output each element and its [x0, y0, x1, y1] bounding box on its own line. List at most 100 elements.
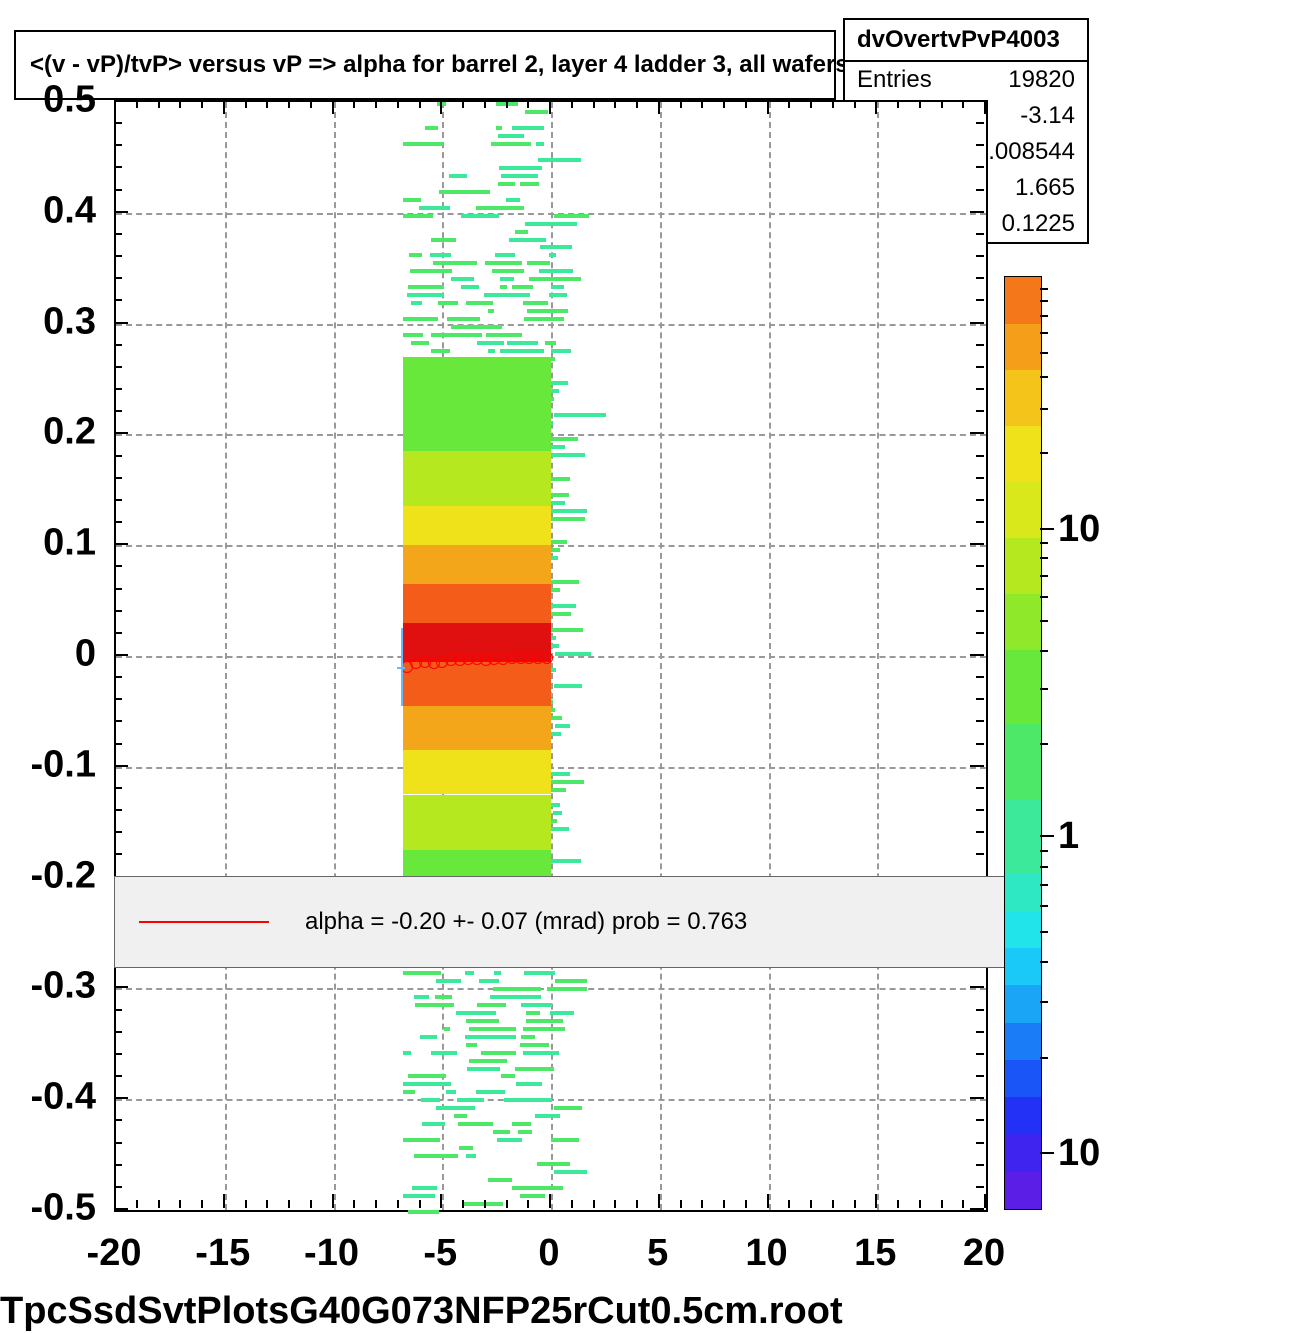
heatmap-noise-span [421, 1098, 440, 1102]
heatmap-band [403, 545, 551, 584]
stats-value: -3.14 [1020, 102, 1075, 130]
profile-marker [541, 652, 553, 664]
heatmap-noise-span [493, 987, 541, 991]
y-minor-tick [114, 1075, 122, 1077]
heatmap-noise-span [554, 413, 606, 417]
x-minor-tick [854, 1200, 856, 1208]
x-minor-tick [266, 100, 268, 108]
heatmap-noise-span [431, 238, 456, 242]
y-minor-tick [976, 388, 984, 390]
heatmap-noise-span [516, 1082, 542, 1086]
heatmap-noise-span [444, 1027, 450, 1031]
heatmap-band [403, 451, 551, 506]
heatmap-noise-span [527, 261, 550, 265]
y-tick-label: -0.1 [0, 743, 96, 786]
heatmap-noise-span [477, 1003, 506, 1007]
heatmap-noise-span [465, 1035, 516, 1039]
x-minor-tick [484, 1200, 486, 1208]
legend-text: alpha = -0.20 +- 0.07 (mrad) prob = 0.76… [305, 908, 747, 936]
colorbar-segment [1005, 1134, 1041, 1171]
y-minor-tick [976, 166, 984, 168]
colorbar-minor-tick [1040, 1057, 1048, 1059]
x-minor-tick [701, 100, 703, 108]
heatmap-noise-span [536, 142, 544, 146]
colorbar-minor-tick [1040, 743, 1048, 745]
legend-line [139, 921, 269, 923]
y-minor-tick [976, 277, 984, 279]
error-bar-h [397, 667, 406, 669]
y-minor-tick [976, 1031, 984, 1033]
y-minor-tick [976, 366, 984, 368]
heatmap-noise-span [459, 1146, 473, 1150]
heatmap-noise-span [523, 1027, 564, 1031]
x-minor-tick [201, 100, 203, 108]
heatmap-noise-span [554, 1106, 582, 1110]
y-minor-tick [114, 189, 122, 191]
y-tick-label: -0.4 [0, 1076, 96, 1119]
heatmap-noise-span [433, 261, 477, 265]
colorbar-minor-tick [1040, 300, 1048, 302]
heatmap-noise-span [435, 995, 452, 999]
heatmap-noise-span [520, 1194, 545, 1198]
heatmap-noise-span [520, 182, 538, 186]
y-major-tick [114, 986, 128, 988]
heatmap-noise-span [551, 628, 582, 632]
x-major-tick [440, 100, 442, 114]
x-major-tick [984, 100, 986, 114]
y-minor-tick [976, 1142, 984, 1144]
heatmap-noise-span [499, 166, 542, 170]
heatmap-noise-span [554, 214, 589, 218]
colorbar-segment [1005, 948, 1041, 985]
heatmap-noise-span [431, 349, 449, 353]
x-tick-label: -10 [304, 1232, 359, 1275]
heatmap-band [403, 795, 551, 850]
heatmap-noise-span [515, 1067, 554, 1071]
y-minor-tick [114, 1053, 122, 1055]
y-minor-tick [114, 720, 122, 722]
heatmap-noise-span [491, 142, 531, 146]
heatmap-noise-span [494, 971, 501, 975]
colorbar-segment [1005, 538, 1041, 594]
y-minor-tick [976, 1119, 984, 1121]
colorbar-segment [1005, 426, 1041, 482]
x-minor-tick [419, 1200, 421, 1208]
x-minor-tick [962, 100, 964, 108]
y-major-tick [114, 1097, 128, 1099]
y-major-tick [114, 322, 128, 324]
heatmap-noise-span [407, 293, 444, 297]
x-minor-tick [136, 100, 138, 108]
heatmap-noise-span [403, 142, 443, 146]
heatmap-noise-span [550, 1011, 574, 1015]
heatmap-noise-span [535, 1114, 560, 1118]
heatmap-noise-span [526, 1019, 563, 1023]
x-minor-tick [636, 100, 638, 108]
x-minor-tick [288, 1200, 290, 1208]
y-minor-tick [976, 1075, 984, 1077]
y-major-tick [114, 1208, 128, 1210]
y-minor-tick [976, 1164, 984, 1166]
y-minor-tick [114, 588, 122, 590]
stats-value: 0.1225 [1002, 210, 1075, 238]
y-minor-tick [114, 499, 122, 501]
y-minor-tick [976, 122, 984, 124]
x-major-tick [114, 1194, 116, 1208]
colorbar-minor-tick [1040, 620, 1048, 622]
y-major-tick [970, 100, 984, 102]
colorbar-minor-tick [1040, 596, 1048, 598]
heatmap-noise-span [469, 1027, 516, 1031]
y-minor-tick [976, 588, 984, 590]
footer-filename: TpcSsdSvtPlotsG40G073NFP25rCut0.5cm.root [0, 1290, 843, 1333]
y-major-tick [970, 986, 984, 988]
chart-title-box: <(v - vP)/tvP> versus vP => alpha for ba… [14, 30, 836, 100]
x-minor-tick [506, 1200, 508, 1208]
colorbar-segment [1005, 724, 1041, 799]
y-tick-label: 0.1 [0, 522, 96, 565]
x-minor-tick [397, 100, 399, 108]
y-minor-tick [114, 632, 122, 634]
x-minor-tick [941, 100, 943, 108]
x-minor-tick [745, 1200, 747, 1208]
heatmap-noise-span [403, 1082, 451, 1086]
x-minor-tick [919, 1200, 921, 1208]
colorbar-minor-tick [1040, 688, 1048, 690]
x-minor-tick [788, 1200, 790, 1208]
